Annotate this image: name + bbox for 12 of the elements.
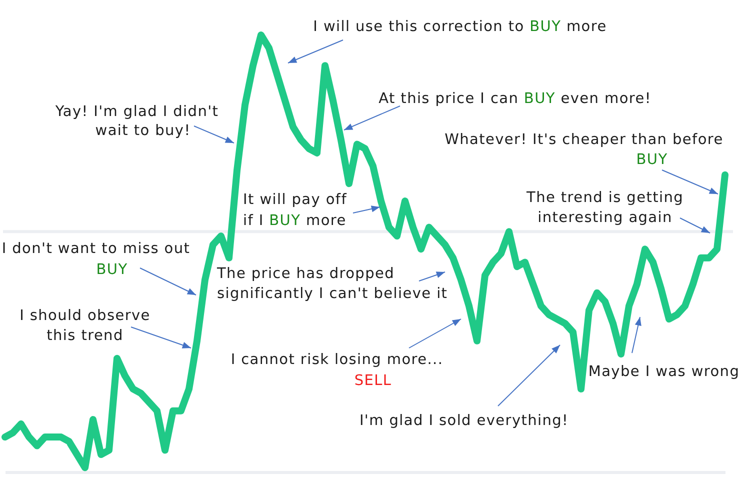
text: I don't want to miss out BUY (2, 241, 190, 278)
text: The price has dropped significantly I can't believe it (217, 266, 448, 302)
annotation: I will use this correction to BUY more (313, 18, 607, 37)
annotation: I'm glad I sold everything! (359, 412, 569, 431)
annotation: Whatever! It's cheaper than before BUY (444, 131, 724, 168)
text: Yay! I'm glad I didn't wait to buy! (55, 104, 219, 139)
annotation: At this price I can BUY even more! (378, 90, 652, 109)
annotation: The trend is getting interesting again (526, 189, 684, 228)
annotation: I cannot risk losing more... SELL (230, 351, 444, 389)
text: It will pay off if I BUY more (243, 192, 348, 229)
annotation: Maybe I was wrong (588, 363, 740, 382)
annotation: I should observe this trend (20, 307, 150, 346)
